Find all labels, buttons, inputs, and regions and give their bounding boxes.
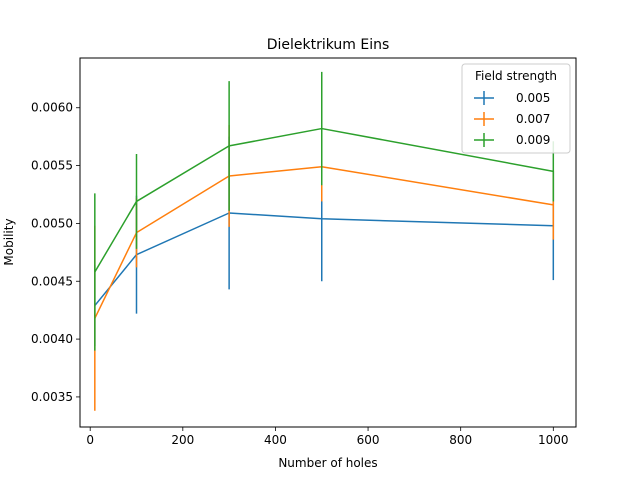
- x-tick-label: 600: [357, 433, 380, 447]
- legend-box: [461, 63, 571, 154]
- x-tick-label: 800: [449, 433, 472, 447]
- legend-label: 0.005: [516, 91, 550, 105]
- plot-area: [94, 71, 555, 411]
- legend-title: Field strength: [475, 69, 557, 83]
- legend-handle: [474, 112, 494, 126]
- y-tick-label: 0.0055: [31, 159, 73, 173]
- y-tick-label: 0.0040: [31, 332, 73, 346]
- x-tick-label: 400: [264, 433, 287, 447]
- legend-label: 0.007: [516, 112, 550, 126]
- y-tick-label: 0.0050: [31, 216, 73, 230]
- legend-handle: [474, 133, 494, 147]
- y-tick-label: 0.0035: [31, 390, 73, 404]
- x-tick-label: 0: [86, 433, 94, 447]
- x-tick-label: 200: [171, 433, 194, 447]
- y-tick-label: 0.0060: [31, 101, 73, 115]
- legend-handle: [474, 91, 494, 105]
- x-axis-label: Number of holes: [278, 456, 377, 470]
- chart-title: Dielektrikum Eins: [267, 37, 390, 53]
- y-tick-label: 0.0045: [31, 274, 73, 288]
- axes: 0 200 400 600 800 1000 0.0035 0.0040 0.0045 0.005…: [31, 101, 569, 447]
- y-axis-label: Mobility: [2, 218, 16, 265]
- axes-frame: [79, 57, 577, 428]
- x-tick-label: 1000: [538, 433, 569, 447]
- legend-label: 0.009: [516, 133, 550, 147]
- legend: Field strength 0.005 0.007 0.009: [461, 63, 571, 154]
